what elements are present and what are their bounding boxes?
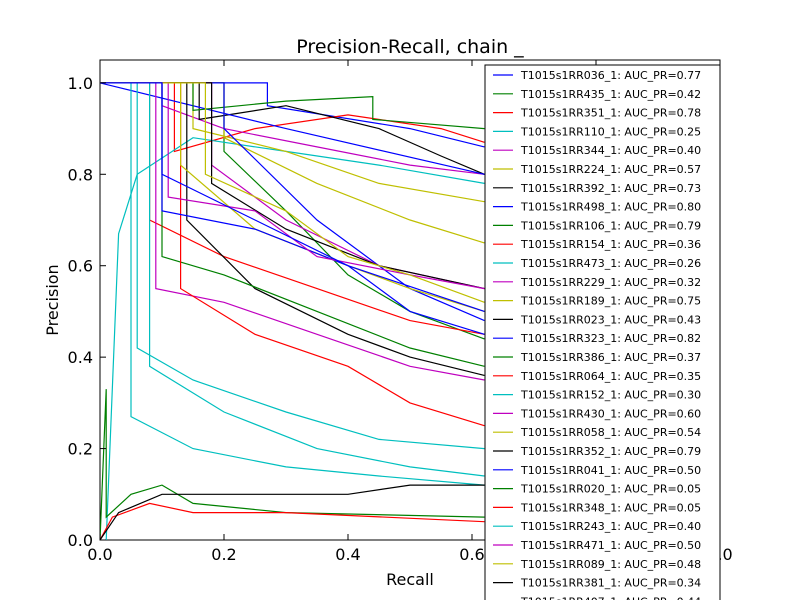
y-axis-label: Precision — [43, 264, 62, 335]
legend-entry-10: T1015s1RR473_1: AUC_PR=0.26 — [520, 257, 701, 270]
series-line-3 — [105, 137, 485, 540]
legend-entry-5: T1015s1RR224_1: AUC_PR=0.57 — [520, 163, 701, 176]
legend-entry-25: T1015s1RR471_1: AUC_PR=0.50 — [520, 539, 701, 552]
legend-entry-19: T1015s1RR058_1: AUC_PR=0.54 — [520, 426, 701, 439]
y-tick-label-0: 0.0 — [68, 531, 93, 550]
series-line-28 — [100, 82, 485, 312]
legend-entry-7: T1015s1RR498_1: AUC_PR=0.80 — [520, 201, 701, 214]
legend-entry-9: T1015s1RR154_1: AUC_PR=0.36 — [520, 238, 701, 251]
legend-entry-21: T1015s1RR041_1: AUC_PR=0.50 — [520, 464, 701, 477]
x-axis-label: Recall — [386, 570, 434, 589]
x-tick-label-1: 0.2 — [211, 545, 236, 564]
y-tick-label-3: 0.6 — [68, 257, 93, 276]
legend-entry-18: T1015s1RR430_1: AUC_PR=0.60 — [520, 407, 701, 420]
legend-entry-27: T1015s1RR381_1: AUC_PR=0.34 — [520, 577, 701, 590]
legend-entry-14: T1015s1RR323_1: AUC_PR=0.82 — [520, 332, 701, 345]
legend-entry-4: T1015s1RR344_1: AUC_PR=0.40 — [520, 144, 701, 157]
y-tick-label-5: 1.0 — [68, 74, 93, 93]
series-layer — [100, 82, 485, 540]
legend-entry-12: T1015s1RR189_1: AUC_PR=0.75 — [520, 295, 701, 308]
legend-entry-24: T1015s1RR243_1: AUC_PR=0.40 — [520, 520, 701, 533]
legend-entry-11: T1015s1RR229_1: AUC_PR=0.32 — [520, 276, 701, 289]
series-line-22 — [100, 389, 485, 540]
legend-entry-6: T1015s1RR392_1: AUC_PR=0.73 — [520, 182, 701, 195]
legend-entry-26: T1015s1RR089_1: AUC_PR=0.48 — [520, 558, 701, 571]
legend: T1015s1RR036_1: AUC_PR=0.77 T1015s1RR435_… — [484, 64, 721, 600]
legend-entry-15: T1015s1RR386_1: AUC_PR=0.37 — [520, 351, 701, 364]
series-line-23 — [100, 502, 485, 540]
y-tick-label-4: 0.8 — [68, 165, 93, 184]
legend-entry-17: T1015s1RR152_1: AUC_PR=0.30 — [520, 389, 701, 402]
legend-entry-2: T1015s1RR351_1: AUC_PR=0.78 — [520, 107, 701, 120]
legend-entry-8: T1015s1RR106_1: AUC_PR=0.79 — [520, 219, 701, 232]
legend-entry-22: T1015s1RR020_1: AUC_PR=0.05 — [520, 483, 701, 496]
y-tick-label-2: 0.4 — [68, 348, 93, 367]
legend-entry-1: T1015s1RR435_1: AUC_PR=0.42 — [520, 88, 701, 101]
legend-entry-13: T1015s1RR023_1: AUC_PR=0.43 — [520, 313, 701, 326]
legend-entry-20: T1015s1RR352_1: AUC_PR=0.79 — [520, 445, 701, 458]
legend-box — [484, 64, 721, 600]
x-tick-label-3: 0.6 — [459, 545, 484, 564]
legend-entry-3: T1015s1RR110_1: AUC_PR=0.25 — [520, 125, 701, 138]
legend-entry-16: T1015s1RR064_1: AUC_PR=0.35 — [520, 370, 701, 383]
x-tick-label-0: 0.0 — [87, 545, 112, 564]
chart-title: Precision-Recall, chain _ — [296, 36, 524, 58]
legend-entry-28: T1015s1RR407_1: AUC_PR=0.44 — [520, 595, 701, 600]
series-line-26 — [100, 82, 485, 303]
legend-entry-23: T1015s1RR348_1: AUC_PR=0.05 — [520, 501, 701, 514]
y-tick-label-1: 0.2 — [68, 440, 93, 459]
series-line-27 — [100, 484, 485, 540]
legend-entry-0: T1015s1RR036_1: AUC_PR=0.77 — [520, 69, 701, 82]
x-tick-label-2: 0.4 — [335, 545, 360, 564]
